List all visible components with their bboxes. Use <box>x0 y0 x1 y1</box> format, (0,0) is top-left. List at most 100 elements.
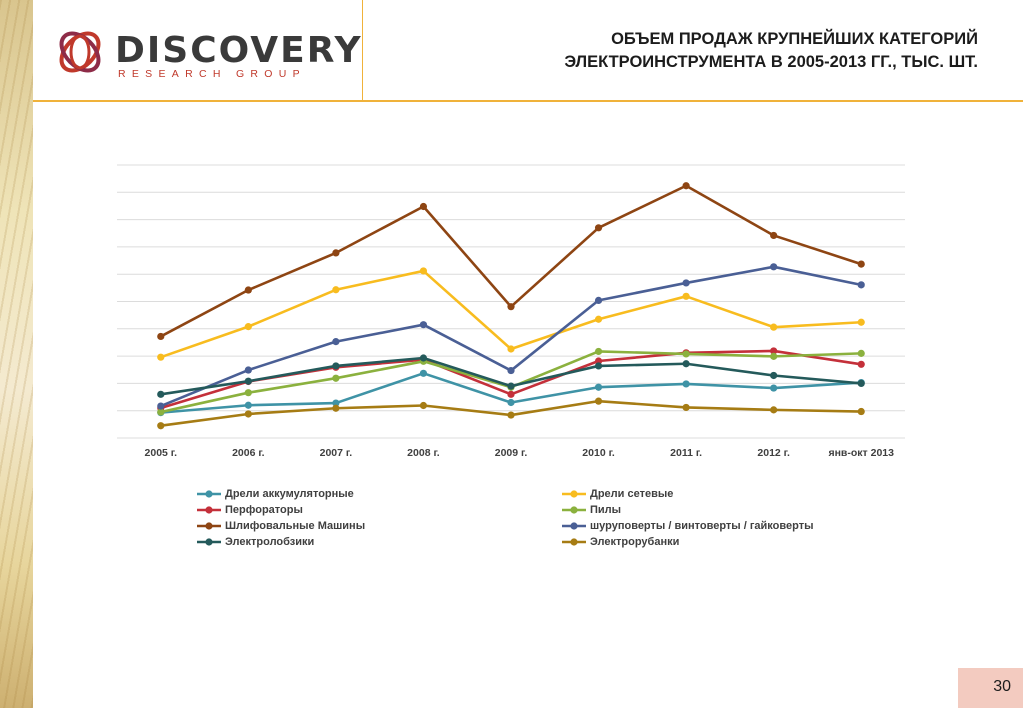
data-point <box>594 397 603 405</box>
logo-icon <box>59 31 101 73</box>
data-point <box>332 374 340 382</box>
data-point <box>332 404 340 412</box>
legend-label: Дрели аккумуляторные <box>225 488 354 500</box>
x-tick-label: янв-окт 2013 <box>828 447 894 459</box>
data-point <box>594 224 603 232</box>
data-point <box>507 303 515 311</box>
data-point <box>682 360 690 368</box>
legend-label: Пилы <box>590 504 622 516</box>
data-point <box>157 390 165 398</box>
data-point <box>244 389 252 397</box>
data-point <box>770 384 778 392</box>
page-title: ОБЪЕМ ПРОДАЖ КРУПНЕЙШИХ КАТЕГОРИЙ ЭЛЕКТР… <box>438 28 978 74</box>
x-tick-label: 2011 г. <box>670 447 702 459</box>
data-point <box>857 407 865 416</box>
legend-swatch <box>197 506 221 514</box>
legend-swatch <box>197 538 221 546</box>
data-point <box>682 292 690 300</box>
data-point <box>682 279 690 287</box>
data-point <box>244 286 252 294</box>
legend-label: Электрорубанки <box>590 536 680 548</box>
page-number-box: 30 <box>958 668 1023 708</box>
x-tick-label: 2007 г. <box>320 447 353 459</box>
series-group <box>157 267 865 361</box>
series-group <box>157 354 865 398</box>
x-axis-tick-labels: 2005 г. 2006 г. 2007 г. 2008 г. 2009 г. 2010 … <box>145 447 895 459</box>
data-point <box>770 406 778 414</box>
data-point <box>507 382 515 390</box>
data-point <box>507 390 515 398</box>
legend-label: Шлифовальные Машины <box>225 520 366 532</box>
series-group <box>157 182 865 341</box>
data-point <box>419 321 428 329</box>
x-tick-label: 2006 г. <box>232 447 265 459</box>
data-point <box>157 332 165 341</box>
header-rule <box>33 100 1023 102</box>
legend-swatch <box>562 522 586 530</box>
page-number: 30 <box>993 678 1011 695</box>
data-point <box>332 249 340 257</box>
data-point <box>594 296 603 305</box>
legend-swatch <box>197 522 221 530</box>
data-point <box>594 315 603 323</box>
data-point <box>770 323 778 331</box>
legend-label: Дрели сетевые <box>590 488 674 500</box>
data-point <box>332 286 340 294</box>
data-point <box>419 369 428 377</box>
data-point <box>770 352 778 360</box>
data-point <box>682 182 690 190</box>
data-point <box>594 362 603 370</box>
series-group <box>157 263 865 410</box>
x-tick-label: 2012 г. <box>757 447 790 459</box>
data-point <box>857 360 865 368</box>
data-point <box>857 349 865 357</box>
data-point <box>244 377 252 385</box>
company-logo: DISCOVERY RESEARCH GROUP <box>50 22 361 88</box>
data-point <box>770 263 778 271</box>
data-point <box>857 260 865 268</box>
data-point <box>507 366 515 375</box>
data-point <box>419 267 428 275</box>
header-divider <box>362 0 363 100</box>
data-point <box>857 318 865 326</box>
logo-subtitle: RESEARCH GROUP <box>118 68 306 80</box>
data-point <box>419 401 428 410</box>
x-tick-label: 2005 г. <box>145 447 178 459</box>
data-point <box>157 422 165 430</box>
data-point <box>157 402 165 410</box>
x-tick-label: 2010 г. <box>582 447 615 459</box>
data-point <box>857 281 865 289</box>
x-tick-label: 2009 г. <box>495 447 528 459</box>
data-point <box>594 347 603 356</box>
data-point <box>332 399 340 407</box>
data-point <box>682 380 690 388</box>
data-point <box>332 362 340 370</box>
data-point <box>770 347 778 355</box>
data-point <box>419 354 428 362</box>
data-point <box>419 202 428 211</box>
legend-swatch <box>197 490 221 498</box>
data-point <box>507 411 515 419</box>
legend-label: Электролобзики <box>225 536 315 548</box>
legend-swatch <box>562 538 586 546</box>
data-point <box>770 231 778 240</box>
legend-swatch <box>562 506 586 514</box>
data-point <box>244 366 252 374</box>
legend-swatch <box>562 490 586 498</box>
page-title-line-1: ОБЪЕМ ПРОДАЖ КРУПНЕЙШИХ КАТЕГОРИЙ <box>611 30 978 48</box>
data-point <box>244 410 252 418</box>
data-point <box>244 401 252 409</box>
data-point <box>157 353 165 361</box>
series-line <box>160 184 862 338</box>
series-group <box>157 397 865 430</box>
x-tick-label: 2008 г. <box>407 447 440 459</box>
chart-series <box>157 182 865 430</box>
data-point <box>682 350 690 358</box>
data-point <box>594 383 603 391</box>
page-title-line-2: ЭЛЕКТРОИНСТРУМЕНТА В 2005-2013 ГГ., ТЫС.… <box>564 53 978 71</box>
data-point <box>507 398 515 407</box>
data-point <box>857 379 865 387</box>
data-point <box>244 323 252 331</box>
legend-label: Перфораторы <box>225 504 303 516</box>
